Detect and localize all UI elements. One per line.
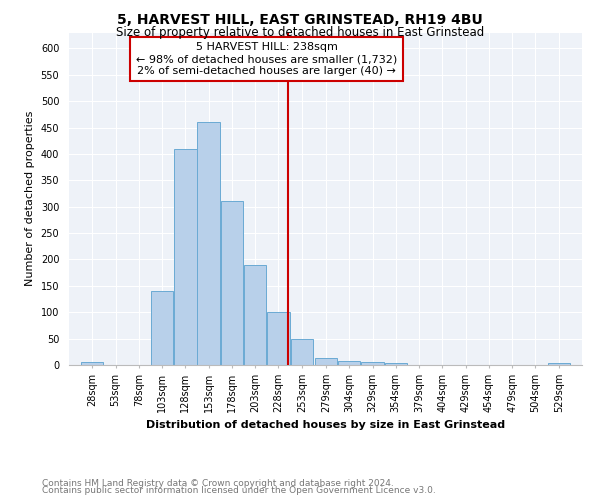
Text: Contains public sector information licensed under the Open Government Licence v3: Contains public sector information licen…: [42, 486, 436, 495]
Bar: [338, 361, 361, 365]
Text: Contains HM Land Registry data © Crown copyright and database right 2024.: Contains HM Land Registry data © Crown c…: [42, 478, 394, 488]
Bar: [221, 202, 243, 365]
Bar: [197, 122, 220, 365]
Y-axis label: Number of detached properties: Number of detached properties: [25, 111, 35, 286]
Text: 5 HARVEST HILL: 238sqm
← 98% of detached houses are smaller (1,732)
2% of semi-d: 5 HARVEST HILL: 238sqm ← 98% of detached…: [136, 42, 397, 76]
Bar: [385, 363, 407, 365]
Bar: [290, 338, 313, 365]
Bar: [174, 148, 197, 365]
X-axis label: Distribution of detached houses by size in East Grinstead: Distribution of detached houses by size …: [146, 420, 505, 430]
Text: Size of property relative to detached houses in East Grinstead: Size of property relative to detached ho…: [116, 26, 484, 39]
Bar: [151, 291, 173, 365]
Bar: [548, 364, 570, 365]
Text: 5, HARVEST HILL, EAST GRINSTEAD, RH19 4BU: 5, HARVEST HILL, EAST GRINSTEAD, RH19 4B…: [117, 12, 483, 26]
Bar: [361, 362, 383, 365]
Bar: [81, 362, 103, 365]
Bar: [244, 264, 266, 365]
Bar: [315, 358, 337, 365]
Bar: [268, 312, 290, 365]
